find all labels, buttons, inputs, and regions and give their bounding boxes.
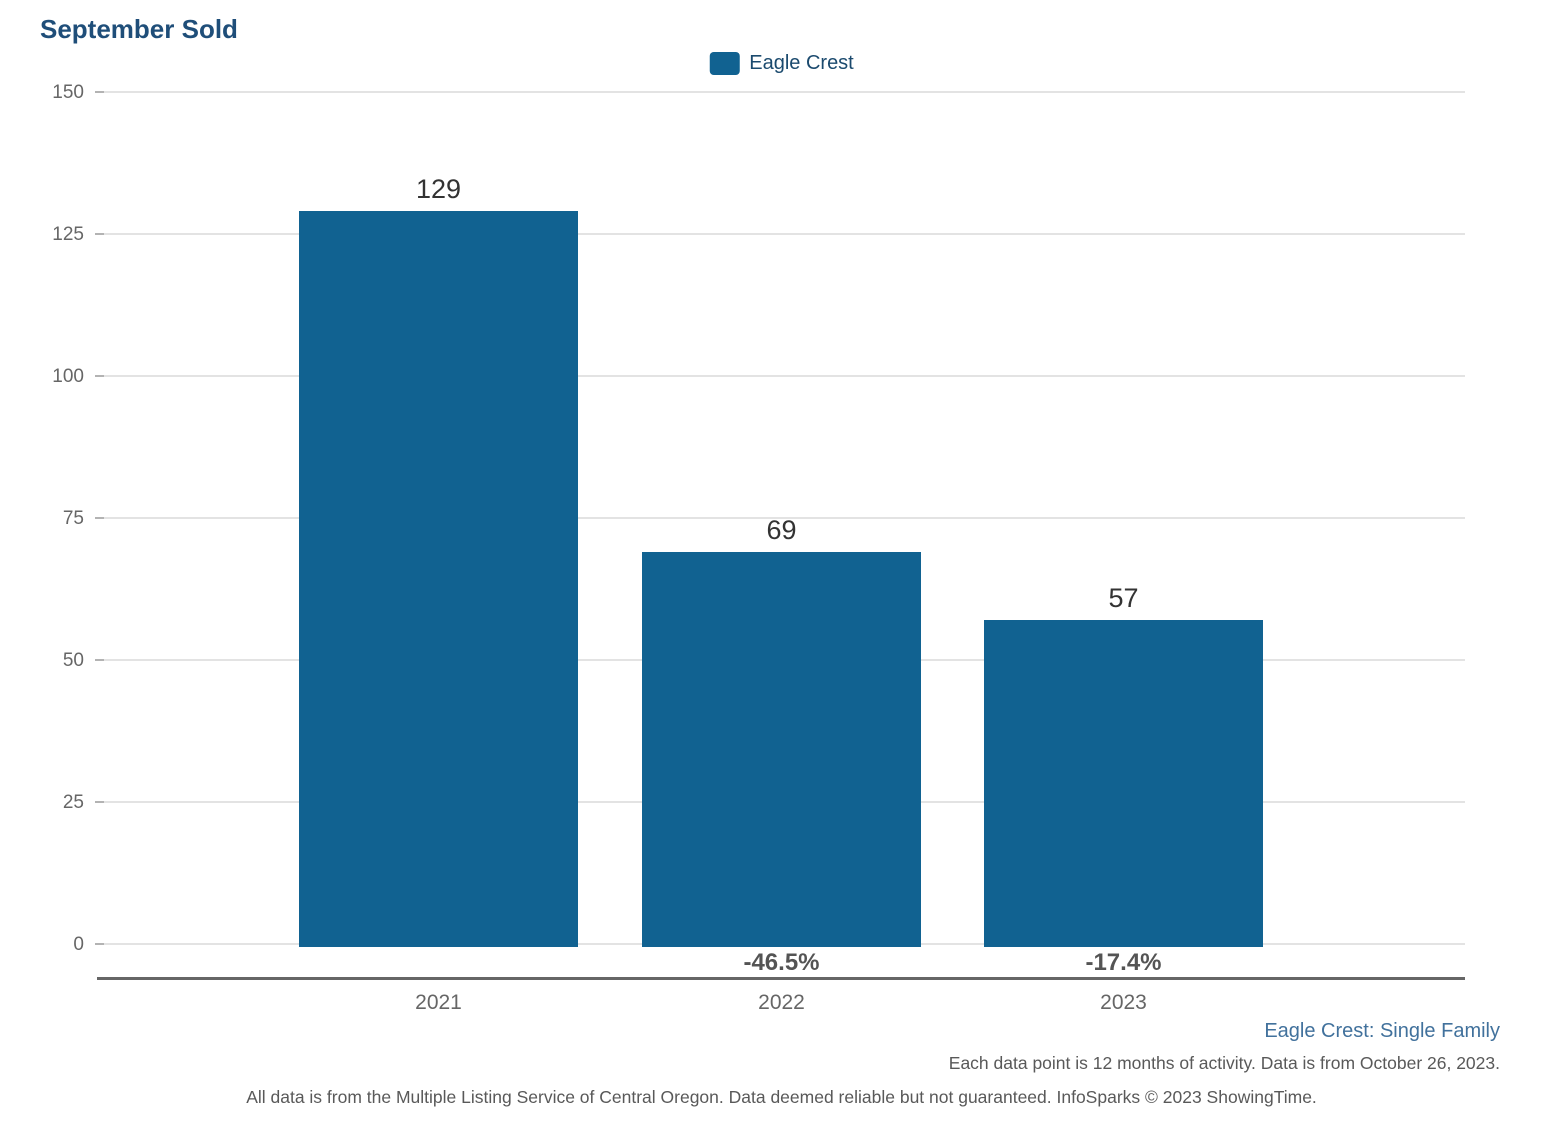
legend-label: Eagle Crest: [749, 52, 854, 74]
ytick-label-100: 100: [52, 366, 84, 387]
pct-change-label-2022: -46.5%: [743, 949, 820, 976]
bar-value-label-2021: 129: [415, 174, 462, 204]
footer-series-note[interactable]: Eagle Crest: Single Family: [1264, 1020, 1500, 1042]
xtick-label-2023: 2023: [1100, 991, 1147, 1014]
pct-change-label-2023: -17.4%: [1085, 949, 1162, 976]
legend[interactable]: Eagle Crest: [709, 52, 854, 75]
ytick-mark-100: [95, 375, 104, 377]
footer-data-note: Each data point is 12 months of activity…: [948, 1053, 1500, 1073]
ytick-label-50: 50: [62, 650, 84, 671]
footer-disclaimer: All data is from the Multiple Listing Se…: [246, 1087, 1317, 1107]
bar-2021[interactable]: [299, 211, 578, 947]
gridline-y150: [97, 91, 1465, 93]
bar-value-label-2022: 69: [766, 515, 797, 545]
bar-2023[interactable]: [984, 620, 1263, 947]
chart-title: September Sold: [40, 14, 238, 44]
xtick-label-2021: 2021: [415, 991, 462, 1014]
ytick-mark-75: [95, 517, 104, 519]
ytick-label-0: 0: [73, 934, 84, 955]
gridline-y75: [97, 517, 1465, 519]
ytick-mark-0: [95, 943, 104, 945]
ytick-label-150: 150: [52, 82, 84, 103]
ytick-mark-150: [95, 91, 104, 93]
xtick-label-2022: 2022: [758, 991, 805, 1014]
bar-value-label-2023: 57: [1108, 583, 1139, 613]
ytick-mark-25: [95, 801, 104, 803]
x-axis-line: [97, 977, 1465, 980]
gridline-y125: [97, 233, 1465, 235]
ytick-mark-125: [95, 233, 104, 235]
ytick-mark-50: [95, 659, 104, 661]
ytick-label-25: 25: [62, 792, 84, 813]
gridline-y100: [97, 375, 1465, 377]
ytick-label-75: 75: [62, 508, 84, 529]
legend-swatch-icon: [709, 52, 740, 75]
bar-2022[interactable]: [642, 552, 921, 947]
ytick-label-125: 125: [52, 224, 84, 245]
